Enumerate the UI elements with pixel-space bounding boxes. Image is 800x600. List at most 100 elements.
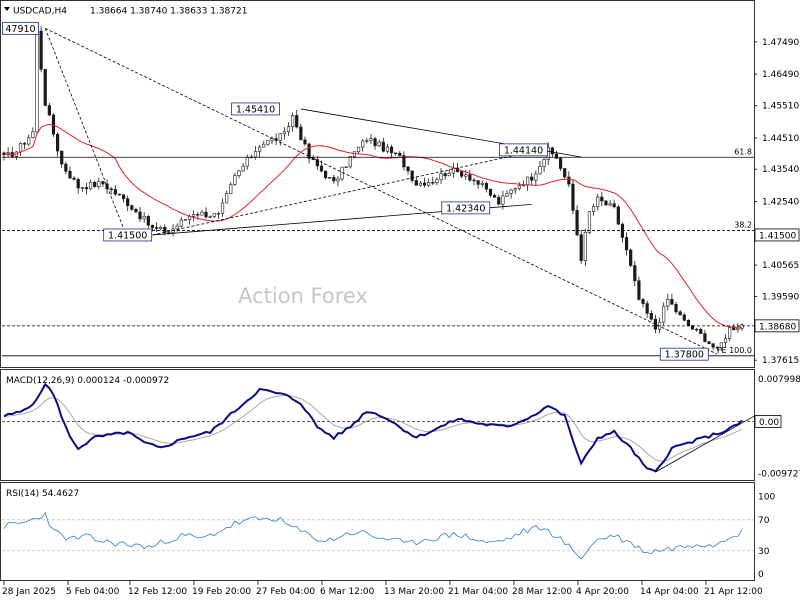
candle-body [682, 314, 686, 321]
candle-body [645, 303, 649, 314]
candle-body [291, 115, 295, 128]
candle-body [604, 200, 608, 206]
candle-body [47, 105, 51, 116]
candle-body [323, 170, 328, 179]
candle-body [175, 225, 179, 230]
candle-body [526, 176, 530, 186]
candle-body [229, 184, 233, 194]
price-axis-tick: 1.47490 [762, 38, 799, 48]
candle-body [93, 182, 97, 187]
candle-body [563, 168, 567, 178]
macd-axis-tick: 0.007998 [758, 375, 800, 385]
candle-body [600, 196, 604, 202]
price-axis-tick: 1.37615 [762, 356, 799, 366]
candle-body [142, 216, 146, 220]
candle-body [303, 139, 307, 145]
candle-body [435, 179, 439, 183]
candle-body [460, 171, 464, 177]
time-axis-tick: 27 Feb 04:00 [256, 587, 315, 597]
price-axis-tick: 1.43540 [762, 165, 799, 175]
candle-body [674, 304, 678, 313]
candle-body [464, 174, 468, 177]
candle-body [542, 159, 546, 167]
candle-body [72, 177, 76, 180]
time-axis-tick: 28 Jan 2025 [2, 587, 56, 597]
candle-body [204, 211, 208, 218]
candle-body [509, 189, 513, 194]
candle-body [225, 193, 229, 204]
price-pane[interactable] [0, 0, 755, 368]
time-axis-tick: 5 Feb 04:00 [66, 587, 120, 597]
level-label: 38.2 [734, 220, 752, 229]
candle-body [501, 195, 505, 205]
macd-title: MACD(12,26,9) 0.000124 -0.000972 [6, 376, 169, 386]
candle-body [558, 158, 563, 169]
candle-body [88, 182, 93, 190]
macd-pane[interactable] [0, 369, 755, 481]
macd-line [3, 382, 743, 473]
macd-trendline [655, 415, 755, 473]
candle-body [550, 147, 554, 155]
price-tag: 1.44140 [504, 145, 543, 156]
candle-body [629, 249, 633, 266]
candle-body [637, 280, 641, 300]
macd-value-tag: 0.00 [759, 418, 779, 428]
candle-body [641, 299, 645, 304]
ohlc-quote: 1.38664 1.38740 1.38633 1.38721 [90, 7, 247, 17]
macd-axis-tick: -0.009727 [758, 469, 800, 479]
candle-body [315, 159, 319, 167]
candle-body [406, 166, 410, 172]
candle-body [678, 311, 682, 316]
candle-body [517, 185, 521, 189]
candle-body [299, 126, 303, 141]
candle-body [493, 195, 497, 198]
candle-body [2, 152, 6, 156]
candle-body [472, 179, 476, 182]
time-axis-tick: 28 Mar 12:00 [512, 587, 572, 597]
candle-body [23, 143, 27, 145]
trendline [44, 28, 124, 229]
candle-body [740, 324, 744, 329]
candle-body [18, 143, 23, 153]
candle-body [385, 146, 390, 152]
candle-body [113, 189, 117, 195]
candle-body [699, 328, 703, 334]
rsi-pane[interactable] [0, 482, 755, 581]
price-axis-tick: 1.39590 [762, 293, 799, 303]
candle-body [332, 177, 336, 182]
price-tag-box [659, 347, 709, 361]
candle-body [117, 193, 122, 196]
candle-body [266, 140, 270, 145]
candle-body [468, 174, 472, 181]
candle-body [126, 198, 130, 206]
candle-body [179, 219, 183, 227]
watermark: Action Forex [238, 284, 368, 308]
candle-body [361, 140, 365, 148]
candle-body [480, 183, 484, 185]
candle-body [723, 338, 728, 343]
candle-body [31, 131, 35, 138]
candle-body [262, 143, 266, 148]
candle-body [686, 320, 691, 326]
candle-body [583, 232, 587, 261]
axis-price-tag-box [754, 228, 800, 242]
candle-body [707, 341, 711, 344]
candle-body [130, 205, 134, 210]
price-tag-box [2, 21, 39, 35]
candle-body [612, 203, 616, 208]
time-axis-tick: 13 Mar 20:00 [384, 587, 444, 597]
candle-body [732, 327, 736, 331]
candle-body [282, 131, 286, 135]
time-axis-tick: 19 Feb 20:00 [192, 587, 251, 597]
price-tag: 1.45410 [236, 104, 275, 115]
candle-body [538, 166, 542, 175]
candle-body [439, 173, 443, 180]
triangle-down-icon[interactable] [4, 7, 10, 11]
price-tag-box [103, 228, 153, 242]
moving-average-line [3, 123, 743, 328]
candle-body [422, 182, 427, 186]
candle-body [728, 327, 732, 340]
price-tag: 1.42340 [446, 203, 485, 214]
candle-body [649, 313, 653, 320]
